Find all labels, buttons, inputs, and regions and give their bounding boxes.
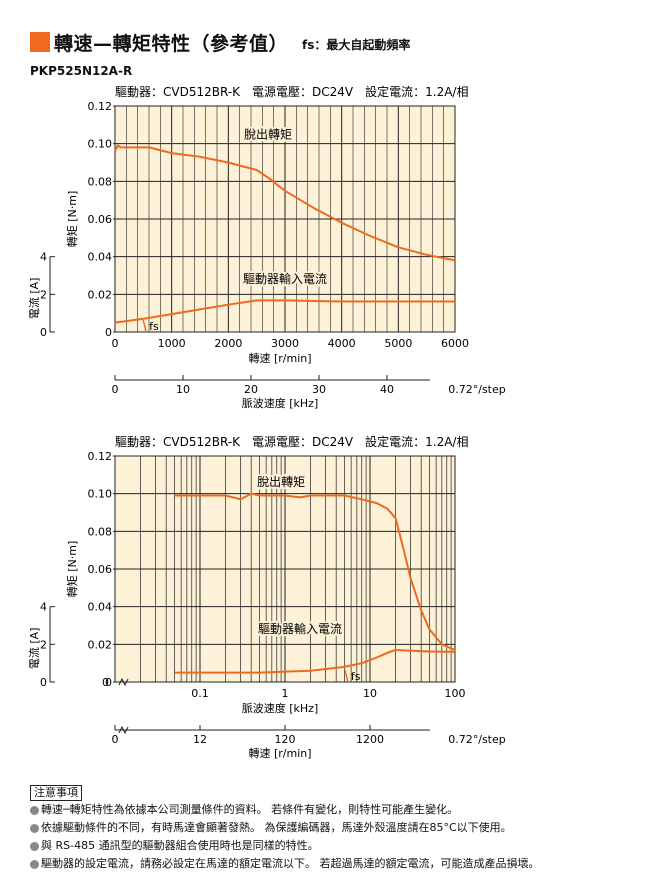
- fs-marker: [142, 319, 147, 333]
- y2-axis-label: 電流 [A]: [27, 278, 41, 320]
- accent-square: [30, 32, 50, 52]
- bullet-icon: [30, 859, 39, 869]
- y2-axis-label: 電流 [A]: [27, 628, 41, 670]
- y-tick-label: 0.02: [88, 288, 113, 301]
- x-tick-label: 2000: [214, 337, 242, 350]
- notes-section: 注意事項 轉速─轉矩特性為依據本公司測量條件的資料。 若條件有變化，則特性可能產…: [30, 781, 630, 873]
- y-tick-label: 0.12: [88, 100, 113, 113]
- series-line-torque: [174, 492, 456, 651]
- model-name: PKP525N12A-R: [30, 64, 133, 78]
- note-text: 與 RS-485 通訊型的驅動器組合使用時也是同樣的特性。: [41, 839, 319, 852]
- page-subtitle: fs：最大自起動頻率: [302, 37, 411, 52]
- x2-tick-label: 10: [176, 383, 190, 396]
- series-line-current: [174, 649, 456, 674]
- y2-tick-label: 0: [40, 676, 47, 689]
- chart-linear: 驅動器：CVD512BR-K 電源電壓：DC24V 設定電流：1.2A/相 0 0.…: [27, 84, 506, 410]
- series-label: 驅動器輸入電流: [243, 271, 327, 286]
- x2-tick-label: 1200: [356, 733, 384, 746]
- x-zero-label: 0: [102, 676, 109, 689]
- series-line-current: [114, 299, 455, 324]
- x-tick-label: 1000: [158, 337, 186, 350]
- x-tick-label: 0: [112, 337, 119, 350]
- x2-note: 0.72°/step: [448, 383, 506, 396]
- x-tick-label: 3000: [271, 337, 299, 350]
- axis-break-icon: [118, 725, 129, 735]
- series-label: 脫出轉矩: [257, 474, 305, 489]
- x2-tick-label: 12: [193, 733, 207, 746]
- series-line-torque: [114, 144, 456, 262]
- x2-tick-label: 0: [112, 383, 119, 396]
- axis-break-icon: [118, 677, 129, 687]
- x-axis-label: 脈波速度 [kHz]: [242, 701, 319, 715]
- x2-tick-label: 20: [244, 383, 258, 396]
- y-tick-label: 0.06: [88, 213, 113, 226]
- y2-tick-label: 0: [40, 326, 47, 339]
- y-tick-label: 0.02: [88, 638, 113, 651]
- note-text: 依據驅動條件的不同，有時馬達會顯著發熱。 為保護編碼器，馬達外殼溫度請在85°C…: [41, 821, 512, 834]
- fs-annotation: fs: [149, 320, 159, 333]
- note-item: 驅動器的設定電流，請務必設定在馬達的額定電流以下。 若超過馬達的額定電流，可能造…: [30, 855, 630, 873]
- y-axis-label: 轉矩 [N·m]: [66, 541, 79, 598]
- note-item: 依據驅動條件的不同，有時馬達會顯著發熱。 為保護編碼器，馬達外殼溫度請在85°C…: [30, 819, 630, 837]
- x-tick-label: 10: [363, 687, 377, 700]
- notes-title: 注意事項: [30, 785, 82, 801]
- y2-tick-label: 2: [40, 638, 47, 651]
- x-tick-label: 6000: [441, 337, 469, 350]
- note-text: 驅動器的設定電流，請務必設定在馬達的額定電流以下。 若超過馬達的額定電流，可能造…: [41, 857, 540, 870]
- x-tick-label: 1: [282, 687, 289, 700]
- y-tick-label: 0.12: [88, 450, 113, 463]
- y2-tick-label: 4: [40, 251, 47, 264]
- series-label: 驅動器輸入電流: [258, 621, 342, 636]
- x-tick-label: 5000: [384, 337, 412, 350]
- fs-marker: [344, 669, 349, 683]
- series-label: 脫出轉矩: [244, 126, 292, 141]
- x-tick-label: 4000: [328, 337, 356, 350]
- fs-annotation: fs: [351, 670, 361, 683]
- x-axis-label: 轉速 [r/min]: [248, 352, 311, 365]
- page-header: 轉速—轉矩特性（參考值） fs：最大自起動頻率: [30, 30, 411, 55]
- y-tick-label: 0.04: [88, 601, 113, 614]
- y2-tick-label: 4: [40, 601, 47, 614]
- note-item: 與 RS-485 通訊型的驅動器組合使用時也是同樣的特性。: [30, 837, 630, 855]
- y2-tick-label: 2: [40, 288, 47, 301]
- x2-tick-label: 40: [380, 383, 394, 396]
- bullet-icon: [30, 823, 39, 833]
- y-tick-label: 0.10: [88, 138, 113, 151]
- x2-note: 0.72°/step: [448, 733, 506, 746]
- x2-tick-label: 30: [312, 383, 326, 396]
- y-tick-label: 0.06: [88, 563, 113, 576]
- y-tick-label: 0.08: [88, 175, 113, 188]
- x2-tick-label: 120: [275, 733, 296, 746]
- x-tick-label: 0.1: [191, 687, 209, 700]
- chart-caption: 驅動器：CVD512BR-K 電源電壓：DC24V 設定電流：1.2A/相: [115, 84, 468, 99]
- page-title: 轉速—轉矩特性（參考值）: [54, 32, 289, 55]
- note-text: 轉速─轉矩特性為依據本公司測量條件的資料。 若條件有變化，則特性可能產生變化。: [41, 803, 459, 816]
- x2-axis-label: 脈波速度 [kHz]: [242, 396, 319, 410]
- chart-caption: 驅動器：CVD512BR-K 電源電壓：DC24V 設定電流：1.2A/相: [115, 434, 468, 449]
- x2-axis-label: 轉速 [r/min]: [248, 747, 311, 760]
- y-tick-label: 0.08: [88, 525, 113, 538]
- note-item: 轉速─轉矩特性為依據本公司測量條件的資料。 若條件有變化，則特性可能產生變化。: [30, 801, 630, 819]
- y-axis-label: 轉矩 [N·m]: [66, 191, 79, 248]
- y-tick-label: 0.10: [88, 488, 113, 501]
- y-tick-label: 0: [105, 326, 112, 339]
- chart-log: 驅動器：CVD512BR-K 電源電壓：DC24V 設定電流：1.2A/相 0 0.…: [27, 434, 506, 760]
- x2-tick-label: 0: [112, 733, 119, 746]
- y-tick-label: 0: [105, 676, 112, 689]
- y-tick-label: 0.04: [88, 251, 113, 264]
- bullet-icon: [30, 805, 39, 815]
- bullet-icon: [30, 841, 39, 851]
- x-tick-label: 100: [445, 687, 466, 700]
